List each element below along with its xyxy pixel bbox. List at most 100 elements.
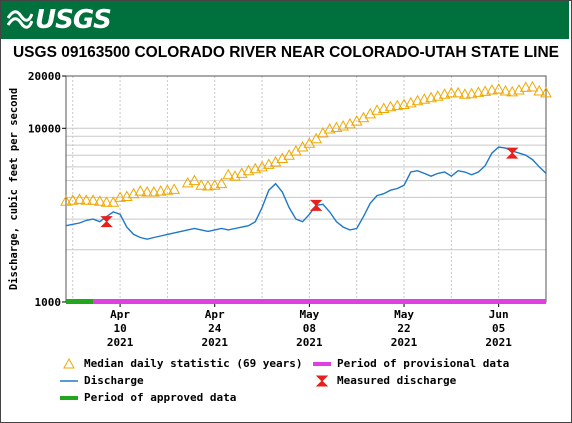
median-point bbox=[222, 168, 235, 180]
legend-item: Median daily statistic (69 years) bbox=[60, 357, 303, 370]
median-point bbox=[87, 194, 99, 205]
median-point bbox=[114, 191, 126, 202]
median-point bbox=[411, 94, 424, 106]
median-point bbox=[418, 93, 431, 104]
x-tick-label: Jun bbox=[489, 308, 509, 321]
usgs-wordmark: USGS bbox=[35, 5, 112, 35]
period-bar bbox=[93, 299, 547, 304]
median-point bbox=[499, 84, 512, 96]
x-tick-label: 22 bbox=[397, 322, 410, 335]
median-point bbox=[384, 100, 397, 112]
median-point bbox=[208, 179, 221, 190]
median-point bbox=[134, 185, 147, 196]
median-point bbox=[93, 195, 106, 206]
discharge-line bbox=[65, 146, 547, 240]
median-point bbox=[526, 80, 539, 92]
median-point bbox=[141, 185, 153, 197]
x-tick-label: 2021 bbox=[107, 336, 134, 349]
measured-point bbox=[505, 147, 519, 159]
median-point bbox=[431, 90, 444, 101]
median-point bbox=[60, 195, 72, 206]
x-tick-label: 05 bbox=[492, 322, 505, 335]
median-point bbox=[486, 84, 498, 95]
legend-label: Period of approved data bbox=[84, 391, 237, 404]
median-point bbox=[66, 194, 79, 205]
x-tick-label: 2021 bbox=[201, 336, 228, 349]
median-point bbox=[452, 86, 464, 98]
median-point bbox=[459, 88, 471, 99]
x-tick-label: Apr bbox=[205, 308, 225, 321]
median-point bbox=[168, 183, 181, 194]
x-tick-label: 2021 bbox=[391, 336, 418, 349]
legend-symbol bbox=[60, 379, 78, 382]
median-point bbox=[377, 102, 390, 113]
median-point bbox=[540, 86, 552, 98]
y-axis: 1000 10000 20000 bbox=[28, 70, 66, 309]
x-tick-label: 08 bbox=[303, 322, 316, 335]
median-point bbox=[154, 185, 167, 196]
median-point bbox=[492, 83, 505, 94]
x-tick-label: 2021 bbox=[296, 336, 323, 349]
median-point bbox=[202, 180, 214, 191]
y-tick-label: 10000 bbox=[28, 122, 61, 135]
median-point bbox=[472, 86, 485, 97]
median-point bbox=[371, 104, 383, 115]
median-point bbox=[425, 91, 437, 103]
legend-symbol bbox=[315, 375, 329, 386]
legend-symbol bbox=[63, 357, 75, 368]
median-point bbox=[323, 123, 336, 134]
median-point bbox=[310, 132, 322, 144]
median-point bbox=[465, 87, 478, 99]
median-point bbox=[533, 84, 546, 96]
median-point bbox=[195, 179, 208, 190]
chart-title: USGS 09163500 COLORADO RIVER NEAR COLORA… bbox=[12, 44, 560, 61]
legend-label: Measured discharge bbox=[337, 374, 457, 387]
x-axis: Apr102021Apr242021May082021May222021Jun0… bbox=[107, 302, 512, 349]
x-tick-label: Apr bbox=[110, 308, 130, 321]
measured-point bbox=[100, 216, 113, 228]
y-axis-label: Discharge, cubic feet per second bbox=[8, 88, 20, 290]
measured-series bbox=[100, 147, 519, 228]
median-point bbox=[242, 164, 255, 176]
median-point bbox=[391, 99, 404, 111]
usgs-logo[interactable]: USGS bbox=[7, 5, 112, 35]
x-tick-label: 2021 bbox=[485, 336, 512, 349]
x-tick-label: 10 bbox=[113, 322, 126, 335]
x-tick-label: May bbox=[394, 308, 414, 321]
median-series bbox=[60, 80, 552, 207]
legend-item: Measured discharge bbox=[313, 374, 456, 387]
median-point bbox=[438, 88, 451, 99]
legend-item: Period of provisional data bbox=[313, 357, 509, 370]
median-point bbox=[506, 85, 519, 97]
median-point bbox=[398, 98, 410, 110]
median-point bbox=[73, 193, 86, 204]
legend-item: Discharge bbox=[60, 374, 144, 387]
legend-symbol bbox=[313, 361, 331, 366]
median-point bbox=[100, 196, 113, 207]
median-point bbox=[188, 174, 201, 186]
legend-label: Period of provisional data bbox=[337, 357, 510, 370]
median-point bbox=[161, 184, 174, 195]
median-point bbox=[80, 194, 93, 205]
legend-label: Discharge bbox=[84, 374, 144, 387]
x-tick-label: 24 bbox=[208, 322, 222, 335]
plot-area bbox=[66, 76, 546, 302]
y-tick-label: 1000 bbox=[35, 296, 62, 309]
usgs-wave-icon bbox=[7, 10, 33, 29]
measured-point bbox=[309, 199, 323, 211]
period-bar bbox=[66, 299, 94, 304]
legend-label: Median daily statistic (69 years) bbox=[84, 357, 303, 370]
median-point bbox=[249, 162, 262, 174]
median-point bbox=[445, 86, 458, 98]
median-point bbox=[404, 96, 417, 108]
legend-item: Period of approved data bbox=[60, 391, 236, 404]
median-point bbox=[479, 85, 492, 96]
legend-symbol bbox=[60, 395, 78, 400]
median-point bbox=[215, 177, 228, 189]
usgs-header-bar: USGS bbox=[1, 1, 569, 39]
x-tick-label: May bbox=[299, 308, 319, 321]
median-point bbox=[330, 121, 343, 133]
y-tick-label: 20000 bbox=[28, 70, 61, 83]
median-point bbox=[148, 185, 160, 197]
